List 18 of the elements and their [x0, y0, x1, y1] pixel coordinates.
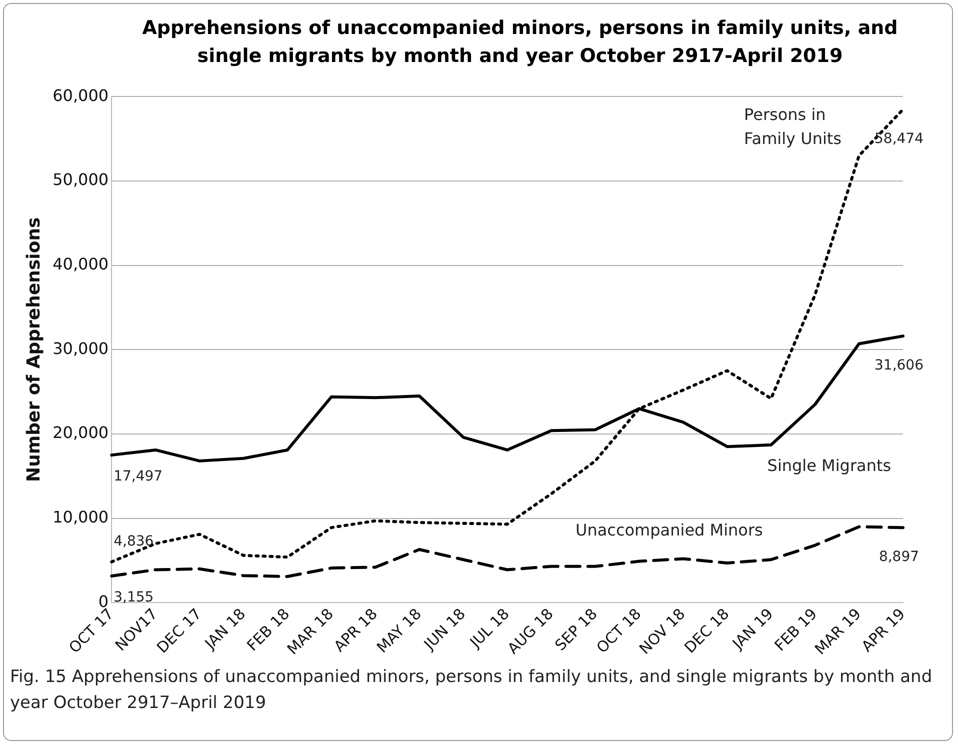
y-axis-title: Number of Apprehensions: [23, 217, 44, 482]
y-tick-label: 10,000: [52, 507, 109, 526]
series-label: Unaccompanied Minors: [576, 520, 763, 540]
chart-title: Apprehensions of unaccompanied minors, persons in family units, and single migrants by month and year October 2917-April 2019: [141, 16, 899, 69]
series-label: Single Migrants: [767, 456, 892, 476]
data-label: 8,897: [878, 549, 920, 566]
data-label: 58,474: [874, 131, 924, 148]
series-label: Persons in Family Units: [744, 104, 842, 148]
data-label: 4,836: [114, 533, 154, 550]
data-label: 31,606: [874, 358, 924, 374]
y-tick-label: 60,000: [52, 86, 109, 105]
caption: Fig. 15 Apprehensions of unaccompanied minors, persons in family units, and single migrants by month and year October 2917–April 2019: [10, 666, 934, 715]
y-tick-label: 20,000: [52, 423, 109, 442]
y-tick-label: 40,000: [52, 254, 109, 274]
data-label: 3,155: [114, 590, 154, 606]
y-tick-label: 30,000: [52, 338, 109, 358]
y-tick-label: 50,000: [52, 170, 109, 190]
data-label: 17,497: [114, 468, 163, 485]
